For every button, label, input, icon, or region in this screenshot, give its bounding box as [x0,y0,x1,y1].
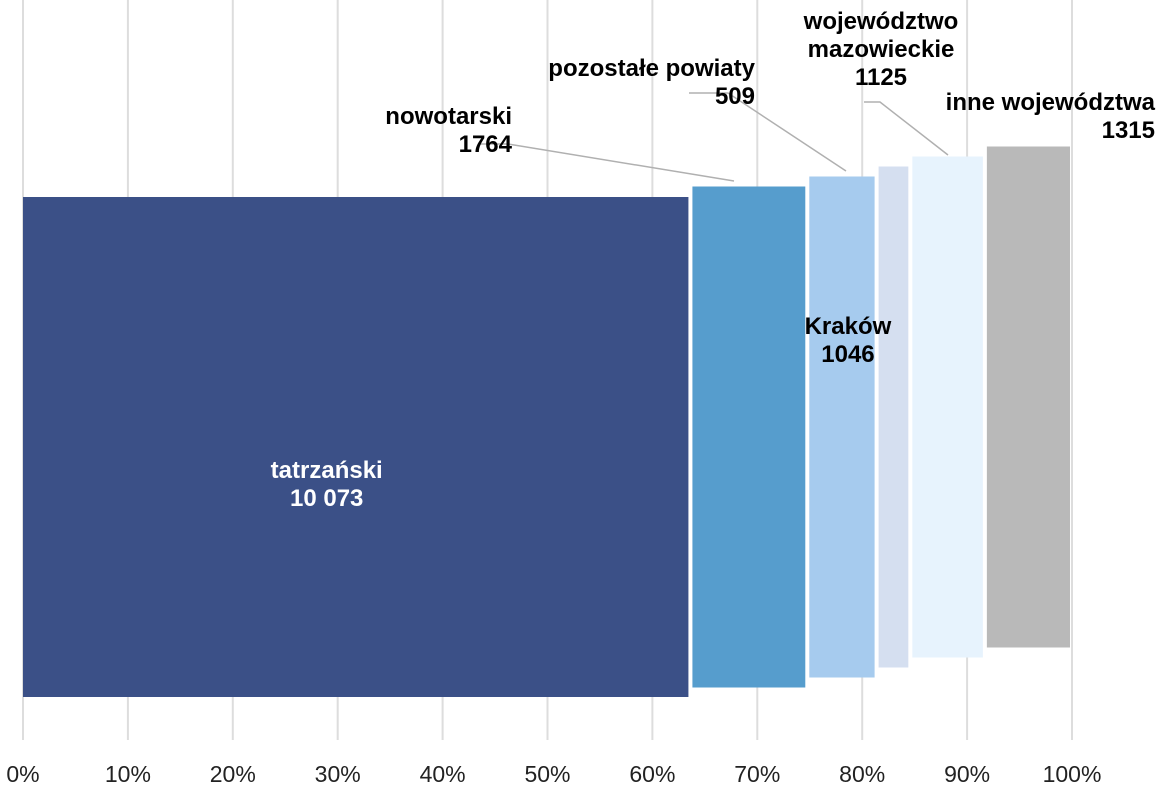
label-inne-wojewodztwa: inne województwa 1315 [946,89,1156,144]
segment-pozostale-powiaty [878,166,909,668]
leader-line [689,92,847,172]
x-tick-label: 60% [629,761,675,787]
x-tick-label: 90% [944,761,990,787]
leader-line [480,143,735,182]
segment-wojewodztwo-mazowieckie [912,156,983,658]
x-tick-label: 70% [734,761,780,787]
leader-lines [480,92,949,182]
segments [23,146,1070,697]
label-nowotarski: nowotarski 1764 [385,103,512,158]
segment-tatrzanski [23,197,689,697]
x-tick-label: 20% [210,761,256,787]
segment-inne-wojewodztwa [986,146,1070,648]
label-pozostale-powiaty: pozostałe powiaty 509 [548,55,755,110]
x-tick-label: 30% [315,761,361,787]
segment-nowotarski [692,186,806,688]
x-tick-label: 50% [524,761,570,787]
x-tick-label: 10% [105,761,151,787]
leader-line [864,101,949,156]
x-tick-label: 100% [1043,761,1102,787]
label-tatrzanski: tatrzański 10 073 [271,457,383,512]
x-tick-label: 0% [6,761,39,787]
x-tick-label: 80% [839,761,885,787]
x-axis-ticks: 0% 10% 20% 30% 40% 50% 60% 70% 80% 90% 100% [6,761,1101,787]
label-krakow: Kraków 1046 [805,313,892,368]
segment-krakow [809,176,875,678]
label-wojewodztwo-mazowieckie: województwo mazowieckie 1125 [803,8,959,91]
segment-labels: tatrzański 10 073 Kraków 1046 nowotarski 1764… [271,8,1156,512]
x-tick-label: 40% [420,761,466,787]
